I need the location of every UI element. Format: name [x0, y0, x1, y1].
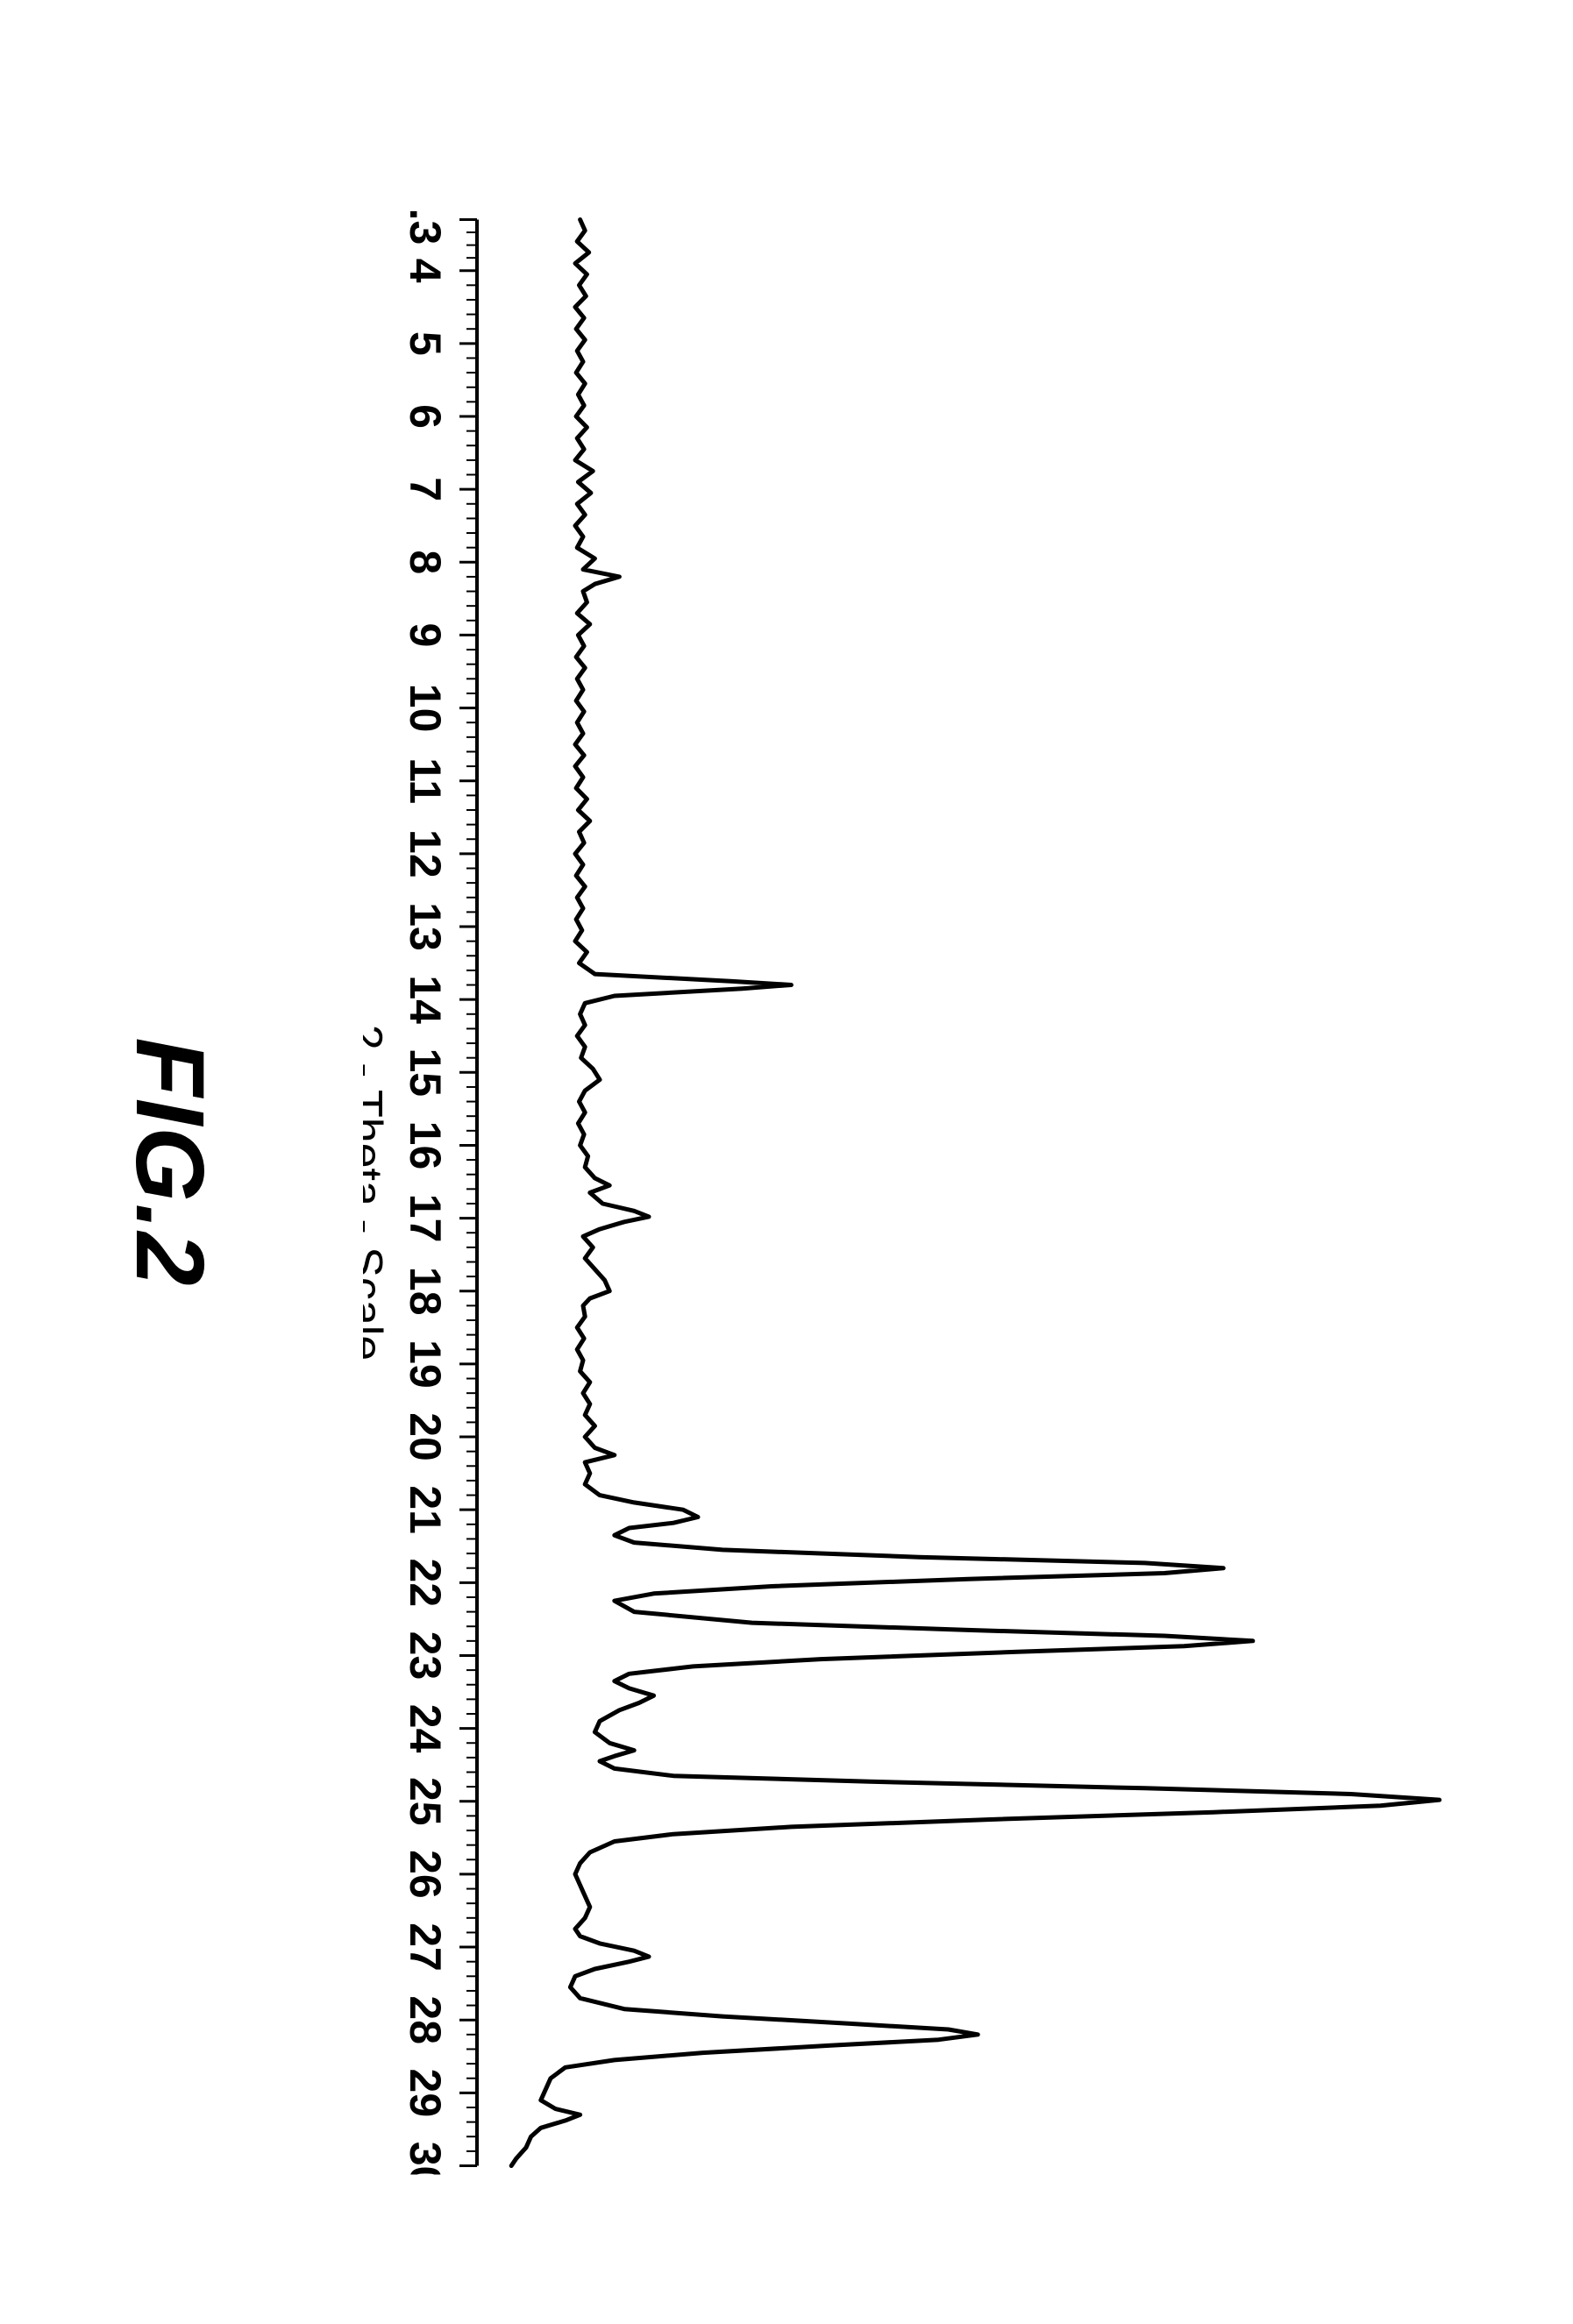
x-tick-label: 12 [401, 829, 450, 878]
x-tick-label: 3.3 [401, 210, 450, 245]
x-tick-label: 21 [401, 1485, 450, 1534]
x-tick-label: 29 [401, 2068, 450, 2117]
x-tick-label: 7 [401, 477, 450, 501]
x-tick-label: 25 [401, 1776, 450, 1825]
x-tick-label: 27 [401, 1922, 450, 1972]
x-tick-label: 16 [401, 1120, 450, 1169]
xrd-trace [511, 219, 1439, 2165]
x-tick-label: 15 [401, 1048, 450, 1097]
page-wrap: 3.3 4 5 6 7 8 9 10 11 12 13 14 15 16 17 18 19 20 21 22 23 24 2… [0, 0, 1573, 2324]
x-tick-label: 8 [401, 550, 450, 574]
x-tick-label: 17 [401, 1193, 450, 1242]
x-tick-label: 20 [401, 1412, 450, 1461]
figure-caption: FIG.2 [114, 1037, 225, 1287]
xrd-chart: 3.3 4 5 6 7 8 9 10 11 12 13 14 15 16 17 18 19 20 21 22 23 24 2… [363, 210, 1468, 2174]
x-tick-label: 10 [401, 683, 450, 732]
x-tick-label: 11 [401, 757, 450, 804]
x-tick-label: 18 [401, 1266, 450, 1315]
x-tick-label: 23 [401, 1631, 450, 1680]
x-tick-label: 26 [401, 1850, 450, 1899]
x-tick-label: 13 [401, 902, 450, 951]
x-tick-label: 22 [401, 1558, 450, 1607]
x-axis-label: 2 - Theta - Scale [363, 1024, 391, 1360]
x-tick-label: 9 [401, 622, 450, 647]
x-tick-label: 30 [401, 2141, 450, 2174]
x-tick-label: 14 [401, 975, 450, 1024]
x-tick-label: 5 [401, 330, 450, 355]
x-tick-label: 6 [401, 404, 450, 429]
x-tick-label: 24 [401, 1703, 450, 1752]
x-tick-label: 28 [401, 1995, 450, 2044]
rotated-chart-container: 3.3 4 5 6 7 8 9 10 11 12 13 14 15 16 17 18 19 20 21 22 23 24 2… [0, 0, 1573, 2324]
x-tick-label: 4 [401, 258, 450, 282]
x-tick-label: 19 [401, 1340, 450, 1389]
